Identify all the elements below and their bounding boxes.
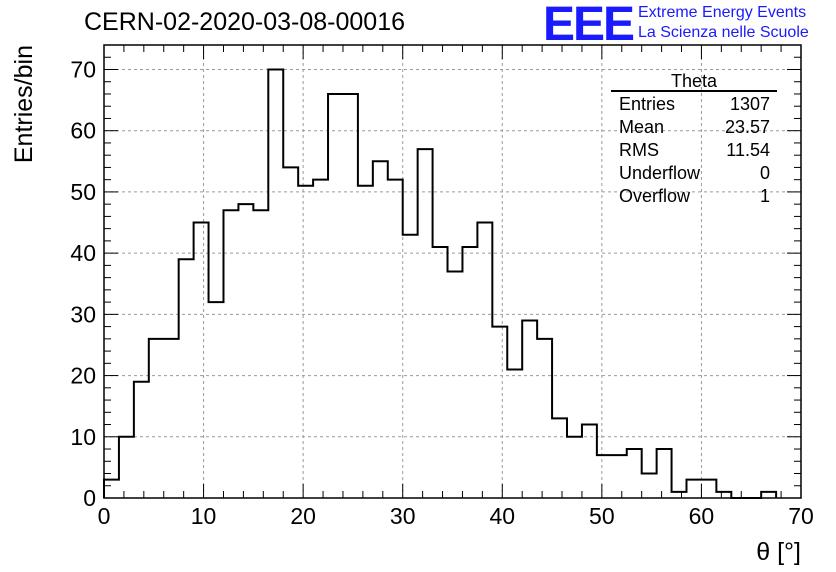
x-tick-label: 60	[689, 503, 715, 529]
histogram-bin	[597, 455, 612, 498]
x-tick-label: 10	[191, 503, 217, 529]
histogram-bin	[134, 382, 149, 498]
histogram-bin	[358, 186, 373, 498]
y-tick-label: 10	[70, 424, 96, 450]
histogram-bin	[672, 492, 687, 498]
y-tick-label: 20	[70, 363, 96, 389]
stats-label: Mean	[619, 117, 664, 137]
histogram-bin	[343, 94, 358, 498]
histogram-bin	[194, 223, 209, 498]
histogram-bin	[328, 94, 343, 498]
histogram-bin	[313, 180, 328, 498]
y-tick-label: 0	[83, 485, 96, 511]
histogram-bin	[373, 161, 388, 498]
histogram-bin	[403, 235, 418, 498]
histogram-bin	[567, 437, 582, 498]
y-axis-label: Entries/bin	[10, 45, 38, 163]
histogram-bin	[537, 339, 552, 498]
stats-value: 0	[760, 163, 770, 183]
histogram-bin	[253, 210, 268, 498]
y-tick-label: 40	[70, 240, 96, 266]
y-tick-label: 30	[70, 301, 96, 327]
histogram-bin	[283, 167, 298, 498]
stats-label: RMS	[619, 140, 659, 160]
eee-logo: EEE	[543, 0, 635, 51]
histogram-bin	[462, 247, 477, 498]
histogram-bin	[268, 69, 283, 498]
histogram-bin	[612, 455, 627, 498]
histogram-bin	[492, 327, 507, 498]
histogram-bin	[657, 449, 672, 498]
histogram-bin	[433, 247, 448, 498]
stats-value: 1307	[730, 94, 770, 114]
stats-label: Entries	[619, 94, 675, 114]
stats-value: 1	[760, 186, 770, 206]
histogram-bin	[164, 339, 179, 498]
histogram-bin	[627, 449, 642, 498]
y-tick-label: 70	[70, 56, 96, 82]
histogram-bin	[223, 210, 238, 498]
x-tick-label: 30	[390, 503, 416, 529]
run-title: CERN-02-2020-03-08-00016	[84, 8, 406, 36]
histogram-bin	[716, 492, 731, 498]
histogram-bin	[298, 186, 313, 498]
histogram-bin	[761, 492, 776, 498]
x-tick-label: 0	[98, 503, 111, 529]
x-tick-label: 70	[788, 503, 814, 529]
x-tick-label: 40	[489, 503, 515, 529]
histogram-bin	[418, 149, 433, 498]
histogram-bin	[507, 369, 522, 498]
logo-line-2: La Scienza nelle Scuole	[638, 24, 809, 41]
histogram-bin	[477, 223, 492, 498]
x-axis-label: θ [°]	[756, 538, 801, 566]
histogram-bin	[522, 320, 537, 498]
y-tick-label: 50	[70, 179, 96, 205]
histogram-bin	[642, 474, 657, 498]
histogram-bin	[701, 480, 716, 498]
stats-value: 11.54	[726, 140, 770, 160]
stats-label: Overflow	[619, 186, 691, 206]
histogram-bin	[448, 272, 463, 499]
histogram-bin	[582, 425, 597, 498]
histogram-bin	[388, 180, 403, 498]
x-tick-label: 50	[589, 503, 615, 529]
histogram-bin	[179, 259, 194, 498]
y-tick-label: 60	[70, 118, 96, 144]
histogram-line	[103, 68, 778, 499]
histogram-bin	[686, 480, 701, 498]
histogram-bin	[238, 204, 253, 498]
stats-title: Theta	[671, 71, 718, 91]
plot-frame	[103, 44, 802, 499]
histogram-bin	[104, 480, 119, 498]
histogram-bin	[149, 339, 164, 498]
logo-line-1: Extreme Energy Events	[638, 4, 807, 21]
stats-label: Underflow	[619, 163, 701, 183]
x-tick-label: 20	[290, 503, 316, 529]
histogram-bin	[119, 437, 134, 498]
histogram-bin	[209, 302, 224, 498]
stats-value: 23.57	[725, 117, 770, 137]
histogram-bin	[552, 418, 567, 498]
